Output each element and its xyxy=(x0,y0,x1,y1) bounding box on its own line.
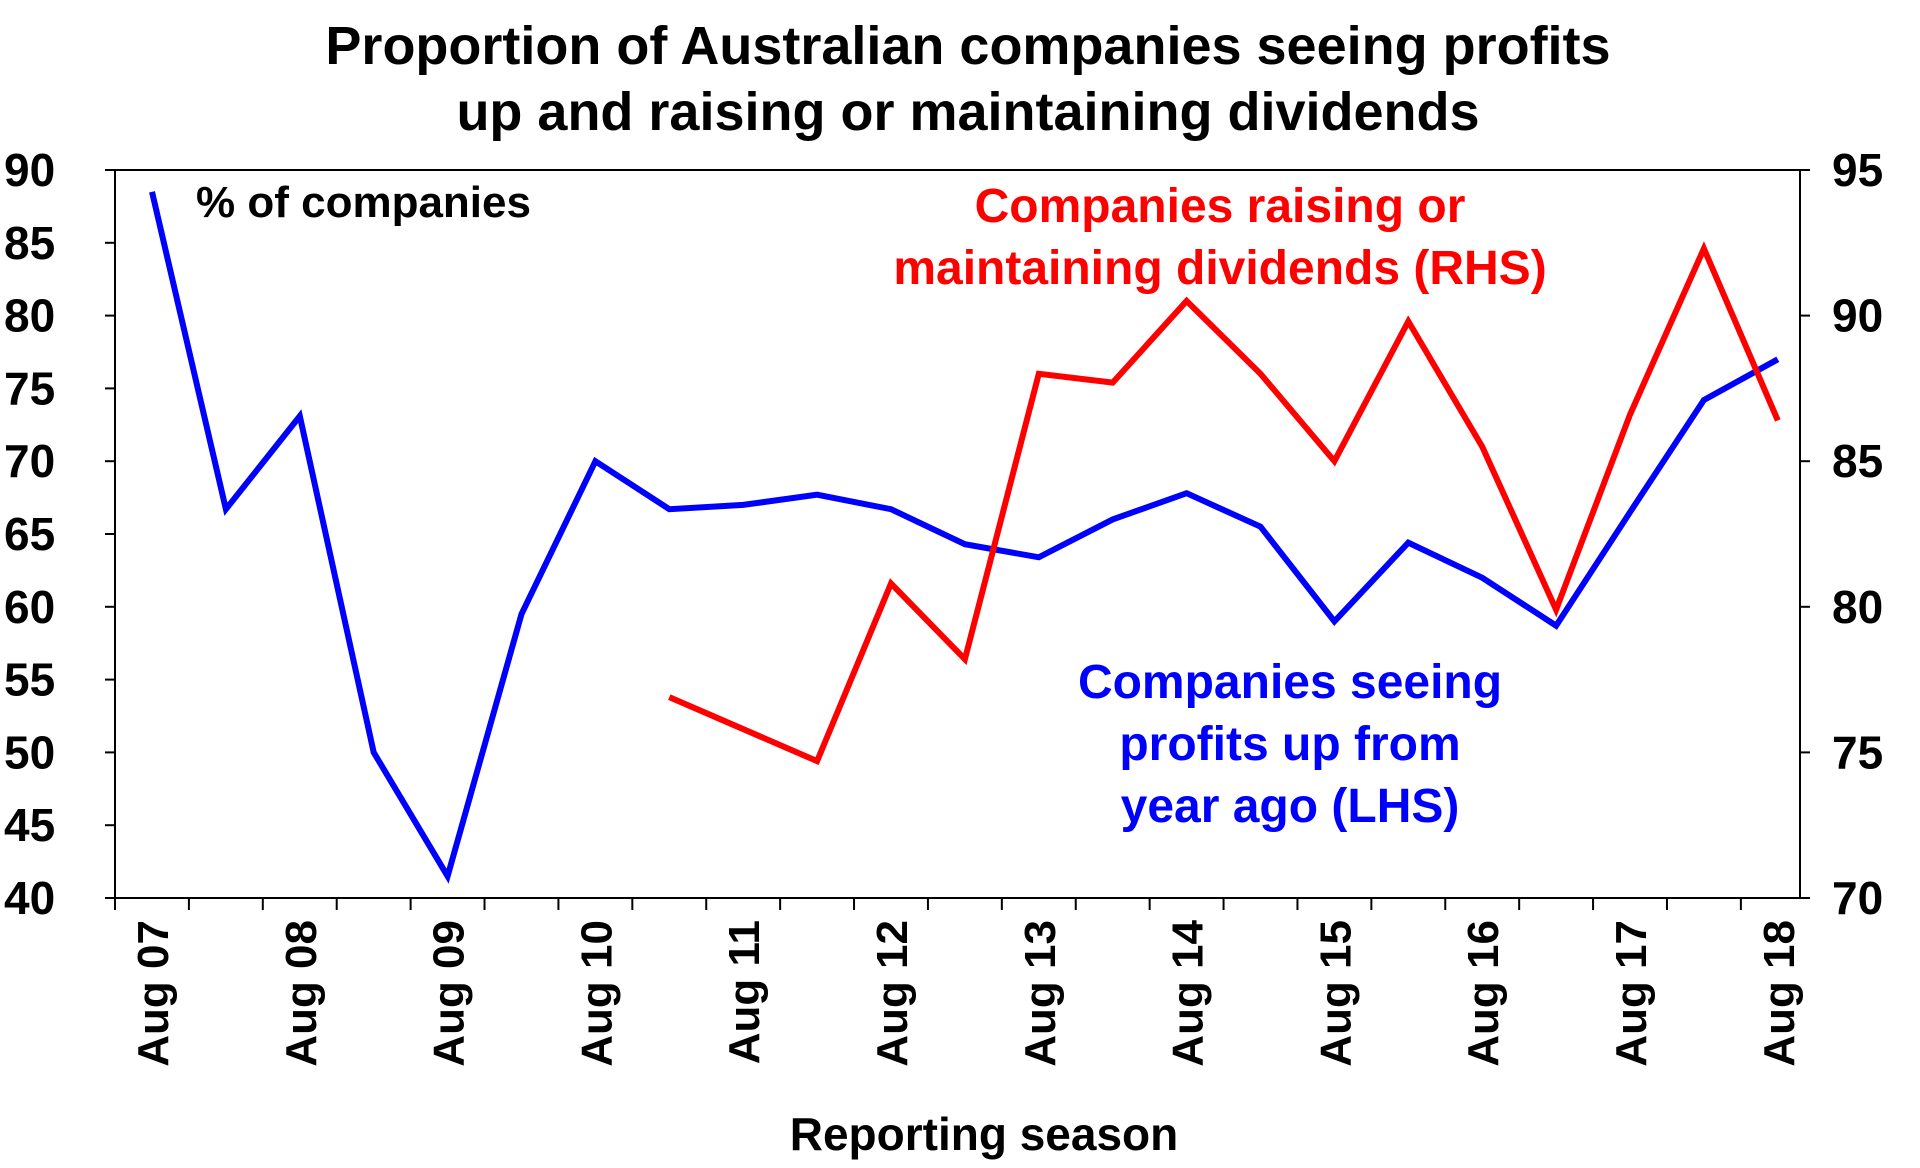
left-tick-label: 65 xyxy=(4,508,55,560)
x-tick-label: Aug 12 xyxy=(868,920,917,1067)
x-tick-label: Aug 15 xyxy=(1311,920,1360,1067)
left-tick-label: 50 xyxy=(4,726,55,778)
x-tick-label: Aug 08 xyxy=(277,920,326,1067)
profits-data-point xyxy=(1186,492,1188,494)
dividends-data-point xyxy=(1555,609,1557,611)
left-tick-label: 75 xyxy=(4,362,55,414)
chart-title-line-1: Proportion of Australian companies seein… xyxy=(325,16,1610,76)
profits-series-label-line-1: Companies seeing xyxy=(1078,656,1502,709)
profits-data-point xyxy=(1777,358,1779,360)
profits-data-point xyxy=(299,415,301,417)
dividends-data-point xyxy=(1333,460,1335,462)
right-tick-label: 85 xyxy=(1832,435,1883,487)
profits-data-point xyxy=(594,460,596,462)
profits-series-line xyxy=(149,191,1780,884)
x-axis-title: Reporting season xyxy=(790,1108,1179,1160)
chart-title-line-2: up and raising or maintaining dividends xyxy=(456,82,1479,142)
profits-series-label-line-2: profits up from xyxy=(1119,718,1460,771)
right-tick-label: 95 xyxy=(1832,144,1883,196)
x-tick-label: Aug 07 xyxy=(129,920,178,1067)
profits-data-point xyxy=(373,751,375,753)
dividends-series-line xyxy=(668,241,1781,766)
profits-data-point xyxy=(1407,542,1409,544)
dividends-series-label-line-1: Companies raising or xyxy=(975,180,1466,233)
dividends-series-label-line-2: maintaining dividends (RHS) xyxy=(893,242,1546,295)
x-tick-label: Aug 11 xyxy=(720,920,769,1064)
dividends-data-point xyxy=(816,760,818,762)
right-tick-label: 90 xyxy=(1832,290,1883,342)
profits-data-point xyxy=(1038,556,1040,558)
dividends-data-point xyxy=(1407,320,1409,322)
profits-data-point xyxy=(151,191,153,193)
profits-data-point xyxy=(521,613,523,615)
dividends-data-point xyxy=(1186,300,1188,302)
profits-data-point xyxy=(225,508,227,510)
x-tick-label: Aug 10 xyxy=(572,920,621,1067)
profits-data-point xyxy=(1112,518,1114,520)
left-tick-label: 85 xyxy=(4,217,55,269)
profits-data-point xyxy=(668,508,670,510)
right-tick-label: 80 xyxy=(1832,581,1883,633)
x-tick-label: Aug 09 xyxy=(425,920,474,1067)
profits-data-point xyxy=(1260,526,1262,528)
profits-data-point xyxy=(1481,577,1483,579)
dividends-data-point xyxy=(668,696,670,698)
profits-data-point xyxy=(816,494,818,496)
profits-data-point xyxy=(964,543,966,545)
profits-series-label-line-3: year ago (LHS) xyxy=(1121,780,1460,833)
right-tick-label: 70 xyxy=(1832,872,1883,924)
dividends-data-point xyxy=(1260,373,1262,375)
profits-data-point xyxy=(890,508,892,510)
profits-data-point xyxy=(447,875,449,877)
left-tick-label: 60 xyxy=(4,581,55,633)
x-tick-label: Aug 17 xyxy=(1607,920,1656,1067)
y-axis-unit-label: % of companies xyxy=(196,178,531,227)
x-tick-label: Aug 13 xyxy=(1016,920,1065,1067)
left-tick-label: 70 xyxy=(4,435,55,487)
left-tick-label: 90 xyxy=(4,144,55,196)
x-tick-label: Aug 16 xyxy=(1459,920,1508,1067)
dividends-data-point xyxy=(1038,373,1040,375)
left-tick-label: 40 xyxy=(4,872,55,924)
x-tick-label: Aug 18 xyxy=(1755,920,1804,1067)
dividends-data-point xyxy=(1703,248,1705,250)
dividends-data-point xyxy=(890,583,892,585)
right-tick-label: 75 xyxy=(1832,726,1883,778)
left-tick-label: 45 xyxy=(4,799,55,851)
left-tick-label: 80 xyxy=(4,290,55,342)
dividends-data-point xyxy=(1481,446,1483,448)
dividends-data-point xyxy=(964,658,966,660)
dividends-data-point xyxy=(1629,414,1631,416)
profits-data-point xyxy=(1555,625,1557,627)
profits-data-point xyxy=(1333,620,1335,622)
profits-data-point xyxy=(742,504,744,506)
dividends-data-point xyxy=(1112,382,1114,384)
left-tick-label: 55 xyxy=(4,654,55,706)
profits-data-point xyxy=(1629,511,1631,513)
dividends-data-point xyxy=(1777,419,1779,421)
x-tick-label: Aug 14 xyxy=(1164,919,1213,1066)
profits-data-point xyxy=(1703,399,1705,401)
